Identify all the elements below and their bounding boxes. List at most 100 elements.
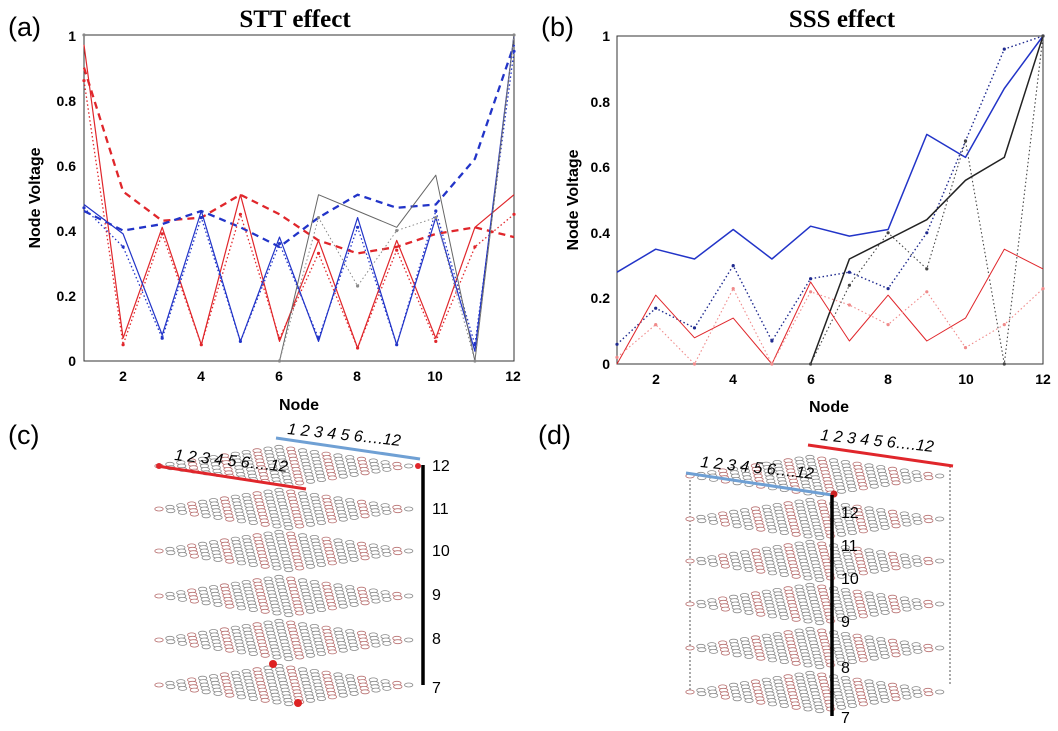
lattice-node-d (891, 565, 901, 571)
lattice-node-d (815, 620, 825, 626)
series-line-b-2 (616, 35, 1044, 345)
lattice-node-c (371, 642, 381, 648)
x-tick-label-b: 10 (958, 371, 974, 387)
lattice-node-c (237, 649, 247, 655)
series-point-a-6 (434, 209, 438, 213)
lattice-node-c (237, 518, 247, 524)
series-line-a-7 (279, 34, 515, 362)
series-point-b-6 (886, 323, 890, 327)
lattice-node-d (685, 645, 695, 651)
series-point-a-4 (277, 336, 282, 340)
lattice-node-d (836, 488, 847, 494)
x-tick-label-a: 12 (505, 368, 521, 384)
lattice-node-d (880, 525, 890, 530)
y-tick-label-a: 0.6 (57, 158, 77, 174)
panel-label-c: (c) (8, 420, 39, 450)
lattice-node-d (924, 560, 934, 566)
lattice-node-c (178, 597, 188, 602)
x-ticks-b: 2 4 6 8 10 12 (652, 371, 1051, 387)
lattice-node-d (869, 611, 879, 617)
lattice-node-d (732, 696, 742, 702)
series-point-b-2 (809, 277, 813, 281)
lattice-node-c (295, 565, 305, 571)
level-labels-c: 12 11 10 9 8 7 (432, 458, 450, 697)
series-point-b-6 (1002, 323, 1006, 327)
lattice-node-c (338, 647, 348, 653)
level-label-c: 8 (432, 631, 441, 648)
lattice-node-d (858, 570, 869, 576)
lattice-layers-c (154, 444, 414, 707)
lattice-node-c (248, 696, 258, 701)
lattice-node-c (404, 637, 414, 643)
level-label-d: 9 (841, 614, 850, 631)
series-point-a-4 (512, 212, 516, 216)
series-point-a-6 (473, 343, 477, 347)
lattice-node-c (371, 687, 381, 693)
lattice-node-d (913, 693, 923, 698)
lattice-node-d (815, 535, 825, 541)
series-point-a-4 (82, 79, 86, 83)
lattice-node-d (756, 699, 766, 705)
lattice-node-d (803, 575, 813, 581)
lattice-node-c (295, 523, 305, 529)
lattice-node-d (869, 655, 879, 661)
x-tick-label-b: 8 (884, 371, 892, 387)
y-tick-label-a: 0.4 (57, 223, 77, 239)
lattice-node-c (327, 560, 337, 566)
lattice-node-c (295, 610, 305, 616)
lattice-node-d (815, 577, 825, 583)
series-point-a-8 (512, 33, 516, 37)
lattice-node-c (154, 548, 164, 554)
series-point-b-6 (925, 290, 929, 294)
lattice-node-c (260, 521, 270, 527)
level-label-d: 10 (841, 571, 859, 588)
lattice-node-d (791, 704, 801, 710)
series-point-a-4 (473, 245, 477, 249)
lattice-node-c (349, 472, 359, 477)
lattice-node-d (847, 703, 858, 708)
lattice-node-c (327, 518, 337, 524)
lattice-node-d (858, 528, 869, 534)
lattice-node-d (685, 516, 695, 522)
lattice-node-c (404, 506, 414, 512)
lattice-node-c (316, 607, 327, 612)
lattice-node-c (272, 523, 282, 529)
lattice-node-c (260, 652, 270, 658)
series-point-b-2 (731, 264, 735, 268)
lattice-node-d (869, 483, 879, 489)
series-line-b-3 (809, 35, 1044, 365)
lattice-node-d (913, 476, 923, 482)
lattice-node-c (393, 465, 403, 471)
lattice-node-c (201, 513, 211, 519)
lattice-node-c (382, 641, 392, 646)
lattice-node-d (791, 531, 801, 537)
series-point-b-4 (809, 362, 813, 366)
lattice-node-c (225, 558, 235, 564)
plot-frame-b (616, 35, 1044, 365)
lattice-node-d (697, 560, 707, 566)
lattice-node-c (360, 600, 370, 606)
lattice-node-d (791, 616, 801, 622)
lattice-node-d (847, 659, 858, 664)
x-axis-label-b: Node (809, 399, 849, 416)
level-label-d: 7 (841, 710, 850, 727)
lattice-node-d (880, 654, 890, 659)
lattice-node-d (880, 567, 890, 572)
highlight-node-c (294, 699, 302, 707)
series-point-b-4 (925, 267, 929, 271)
lattice-node-c (178, 510, 188, 515)
y-tick-label-a: 0.2 (57, 288, 77, 304)
series-point-a-6 (316, 336, 321, 340)
lattice-node-d (891, 523, 901, 529)
lattice-node-c (166, 595, 176, 601)
lattice-node-c (382, 466, 392, 472)
series-line-a-1 (82, 67, 515, 255)
lattice-node-c (178, 552, 188, 557)
y-tick-label-a: 1 (68, 28, 76, 44)
lattice-node-d (902, 694, 912, 700)
lattice-node-d (935, 689, 945, 695)
lattice-node-d (847, 530, 858, 535)
lattice-node-c (305, 697, 316, 703)
x-axis-label-a: Node (279, 397, 319, 414)
lattice-node-d (891, 696, 901, 702)
